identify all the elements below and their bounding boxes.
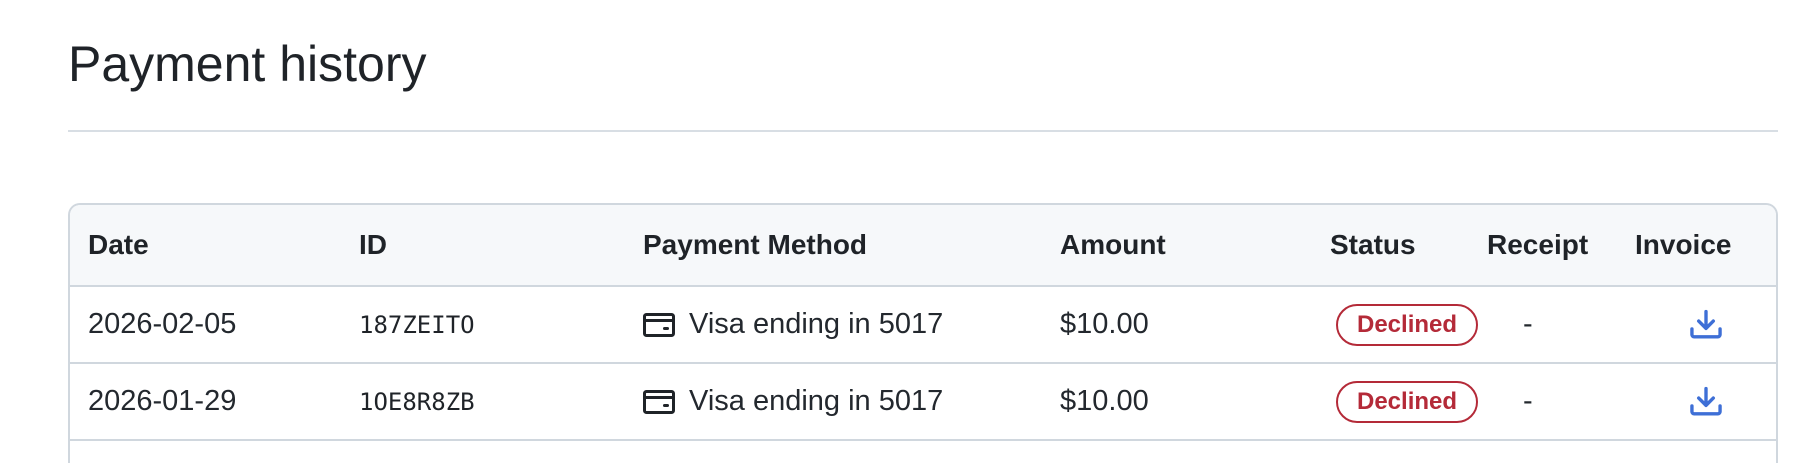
column-header-date: Date bbox=[88, 229, 149, 260]
page-title: Payment history bbox=[68, 36, 427, 92]
status-cell: Declined bbox=[1330, 303, 1487, 346]
payment-method-cell: Visa ending in 5017 bbox=[643, 308, 1060, 341]
column-header-amount: Amount bbox=[1060, 229, 1166, 260]
column-header-status: Status bbox=[1330, 229, 1416, 260]
column-header-invoice: Invoice bbox=[1635, 229, 1732, 260]
column-header-payment-method: Payment Method bbox=[643, 229, 868, 260]
status-badge: Declined bbox=[1336, 380, 1479, 423]
table-header-row: Date ID Payment Method Amount Status Rec… bbox=[70, 205, 1776, 287]
title-divider bbox=[68, 130, 1778, 132]
receipt-cell: - bbox=[1523, 308, 1533, 340]
table-row: 2026-01-29 1OE8R8ZB Visa ending in 5017 … bbox=[70, 364, 1776, 441]
credit-card-icon bbox=[643, 312, 675, 337]
invoice-download-button[interactable] bbox=[1688, 384, 1724, 420]
invoice-download-button[interactable] bbox=[1688, 307, 1724, 343]
column-header-receipt: Receipt bbox=[1487, 229, 1589, 260]
payment-method-label: Visa ending in 5017 bbox=[689, 385, 944, 417]
status-badge: Declined bbox=[1336, 303, 1479, 346]
invoice-cell bbox=[1635, 307, 1776, 343]
receipt-cell: - bbox=[1523, 385, 1533, 417]
payment-history-table: Date ID Payment Method Amount Status Rec… bbox=[68, 203, 1778, 463]
date-cell: 2026-01-29 bbox=[88, 385, 237, 417]
amount-cell: $10.00 bbox=[1060, 385, 1149, 417]
download-icon bbox=[1689, 309, 1722, 338]
invoice-cell bbox=[1635, 384, 1776, 420]
payment-method-label: Visa ending in 5017 bbox=[689, 308, 944, 340]
amount-cell: $10.00 bbox=[1060, 308, 1149, 340]
id-cell: 1OE8R8ZB bbox=[359, 387, 475, 416]
id-cell: 187ZEITO bbox=[359, 310, 475, 339]
status-cell: Declined bbox=[1330, 380, 1487, 423]
column-header-id: ID bbox=[359, 229, 387, 260]
table-row-partial bbox=[70, 441, 1776, 463]
credit-card-icon bbox=[643, 389, 675, 414]
date-cell: 2026-02-05 bbox=[88, 308, 237, 340]
payment-method-cell: Visa ending in 5017 bbox=[643, 385, 1060, 418]
table-row: 2026-02-05 187ZEITO Visa ending in 5017 … bbox=[70, 287, 1776, 364]
download-icon bbox=[1689, 386, 1722, 415]
